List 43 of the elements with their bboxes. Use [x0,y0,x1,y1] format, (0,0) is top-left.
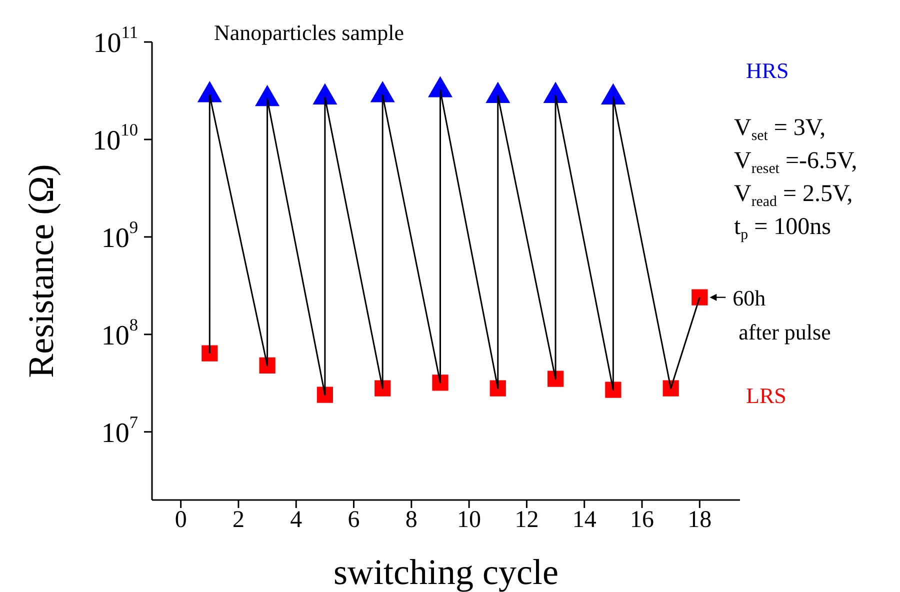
point [432,374,448,391]
point [259,357,276,374]
x-tick-label: 14 [572,507,596,534]
x-tick-label: 10 [457,507,482,534]
point [197,80,222,102]
y-tick-label: 10$^{10}$ [92,120,138,156]
point [605,382,622,398]
x-tick-label: 0 [174,507,187,534]
y-tick-label: 10$^{11}$ [93,23,138,59]
y-axis-title: Resistance (Ω) [20,164,61,378]
point [486,82,510,103]
point [662,380,679,396]
x-tick-label: 2 [232,507,244,534]
annotation: V$_{set}$ = 3V, [734,115,826,144]
point [312,83,338,104]
point [202,345,218,362]
point [692,289,708,306]
x-tick-label: 12 [514,507,539,534]
chart-title: Nanoparticles sample [214,20,404,45]
x-tick-label: 8 [405,507,418,534]
annotation: V$_{reset}$ =-6.5V, [734,148,858,176]
y-tick-label: 10$^{9}$ [101,218,138,254]
text: HRS [746,58,789,84]
annotation: 60h after pulse [732,285,831,344]
x-tick-label: 4 [290,507,302,534]
x-axis-title: switching cycle [334,552,558,592]
x-tick-label: 16 [630,507,654,534]
point [490,380,506,396]
y-tick-label: 10$^{8}$ [101,316,138,352]
x-tick-label: 6 [348,507,360,534]
point [370,80,395,102]
point [600,83,626,104]
point [543,82,568,103]
x-tick-label: 18 [688,507,712,534]
y-tick-label: 10$^{7}$ [101,413,138,449]
text: LRS [746,382,786,408]
point [255,84,280,106]
point [374,380,391,396]
annotation: V$_{read}$ = 2.5V, [734,181,853,210]
annotation: t$_{p}$ = 100ns [734,214,831,242]
point [547,370,564,387]
point [428,76,452,98]
point [316,386,334,403]
